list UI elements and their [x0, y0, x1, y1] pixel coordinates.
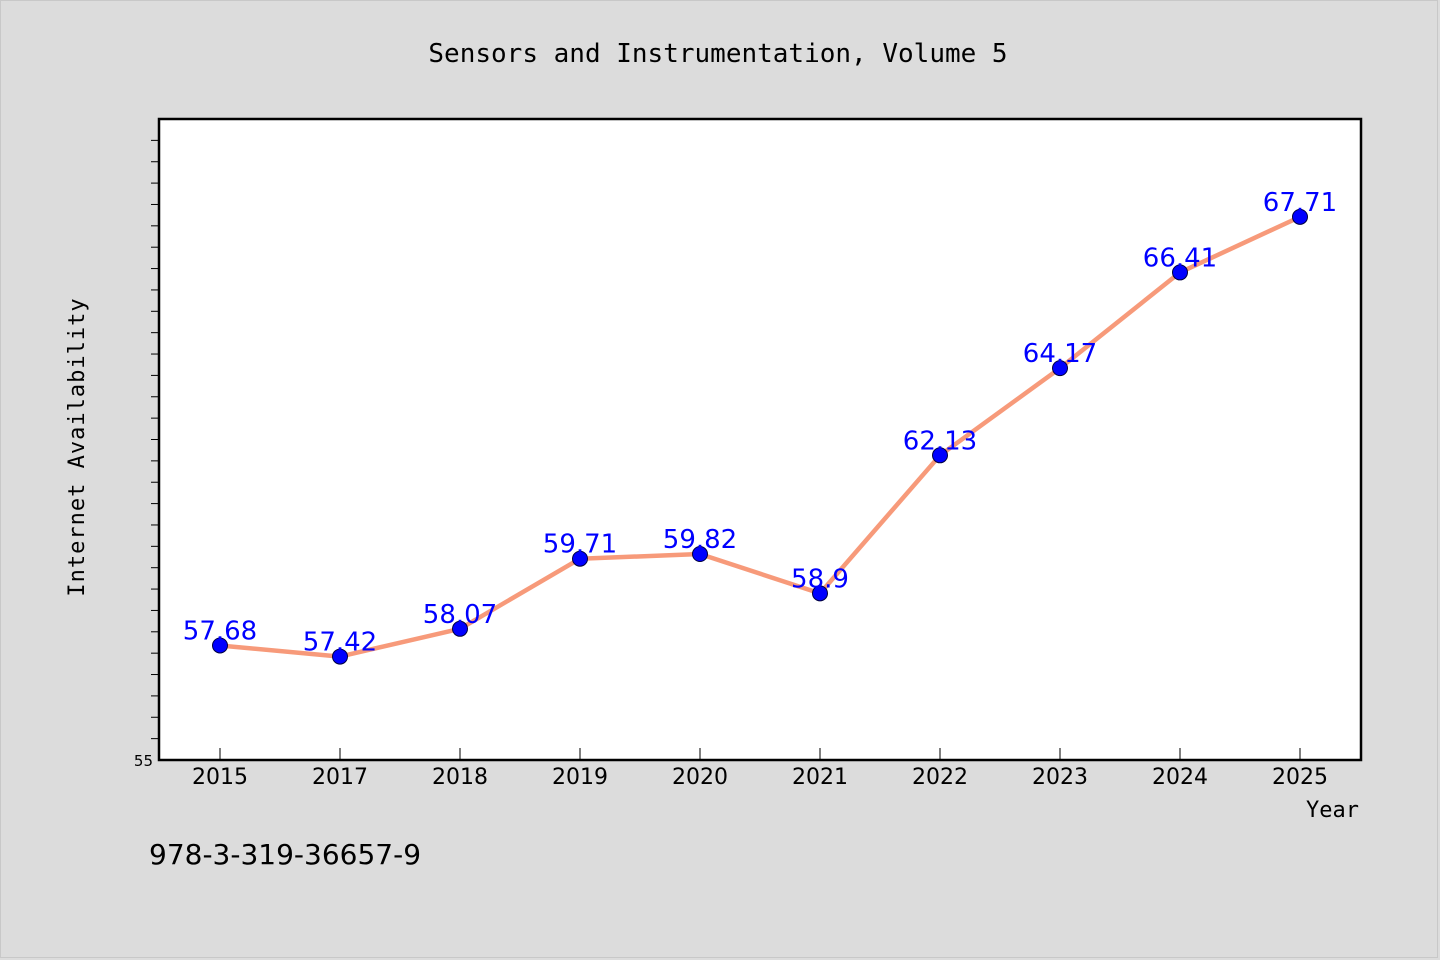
data-point-2023 [1052, 360, 1068, 377]
data-point-2019 [572, 550, 588, 567]
y-axis-label: Internet Availability [65, 297, 90, 596]
x-tick-label-2023: 2023 [1032, 765, 1088, 790]
data-point-2018 [452, 620, 468, 637]
x-tick-label-2020: 2020 [672, 765, 728, 790]
data-point-2024 [1172, 264, 1188, 281]
y-axis-ticks [151, 139, 159, 740]
data-label-2022: 62.13 [903, 426, 977, 456]
y-axis-tick-labels: 55 [134, 752, 153, 770]
y-tick-label-0: 55 [134, 752, 153, 770]
x-tick-label-2022: 2022 [912, 765, 968, 790]
x-axis-tick-labels: 2015 2017 2018 2019 2020 2021 2022 2023 2024 2025 [192, 765, 1328, 790]
x-tick-label-2019: 2019 [552, 765, 608, 790]
footer-isbn: 978-3-319-36657-9 [149, 838, 421, 871]
series-markers [212, 208, 1308, 665]
x-tick-label-2021: 2021 [792, 765, 848, 790]
data-label-2017: 57.42 [303, 628, 377, 658]
series-line [217, 214, 1303, 659]
data-labels: 57.68 57.42 58.07 59.71 59.82 58.9 62.13 64.17 6… [183, 188, 1337, 658]
data-point-2017 [332, 648, 348, 665]
data-label-2025: 67.71 [1263, 188, 1337, 218]
data-label-2021: 58.9 [791, 564, 849, 594]
data-label-2019: 59.71 [543, 530, 617, 560]
data-label-2023: 64.17 [1023, 339, 1097, 369]
x-tick-label-2015: 2015 [192, 765, 248, 790]
data-point-2015 [212, 637, 228, 654]
x-tick-label-2025: 2025 [1272, 765, 1328, 790]
data-label-2024: 66.41 [1143, 243, 1217, 273]
data-label-2018: 58.07 [423, 600, 497, 630]
x-tick-label-2024: 2024 [1152, 765, 1208, 790]
x-axis-label: Year [1306, 798, 1359, 823]
x-axis-ticks [219, 748, 1301, 760]
data-point-2021 [812, 585, 828, 602]
data-point-2025 [1292, 208, 1308, 225]
data-point-2020 [692, 546, 708, 563]
x-tick-label-2017: 2017 [312, 765, 368, 790]
data-label-2015: 57.68 [183, 616, 257, 646]
data-point-2022 [932, 447, 948, 464]
data-label-2020: 59.82 [663, 525, 737, 555]
x-tick-label-2018: 2018 [432, 765, 488, 790]
chart-title: Sensors and Instrumentation, Volume 5 [428, 39, 1007, 69]
